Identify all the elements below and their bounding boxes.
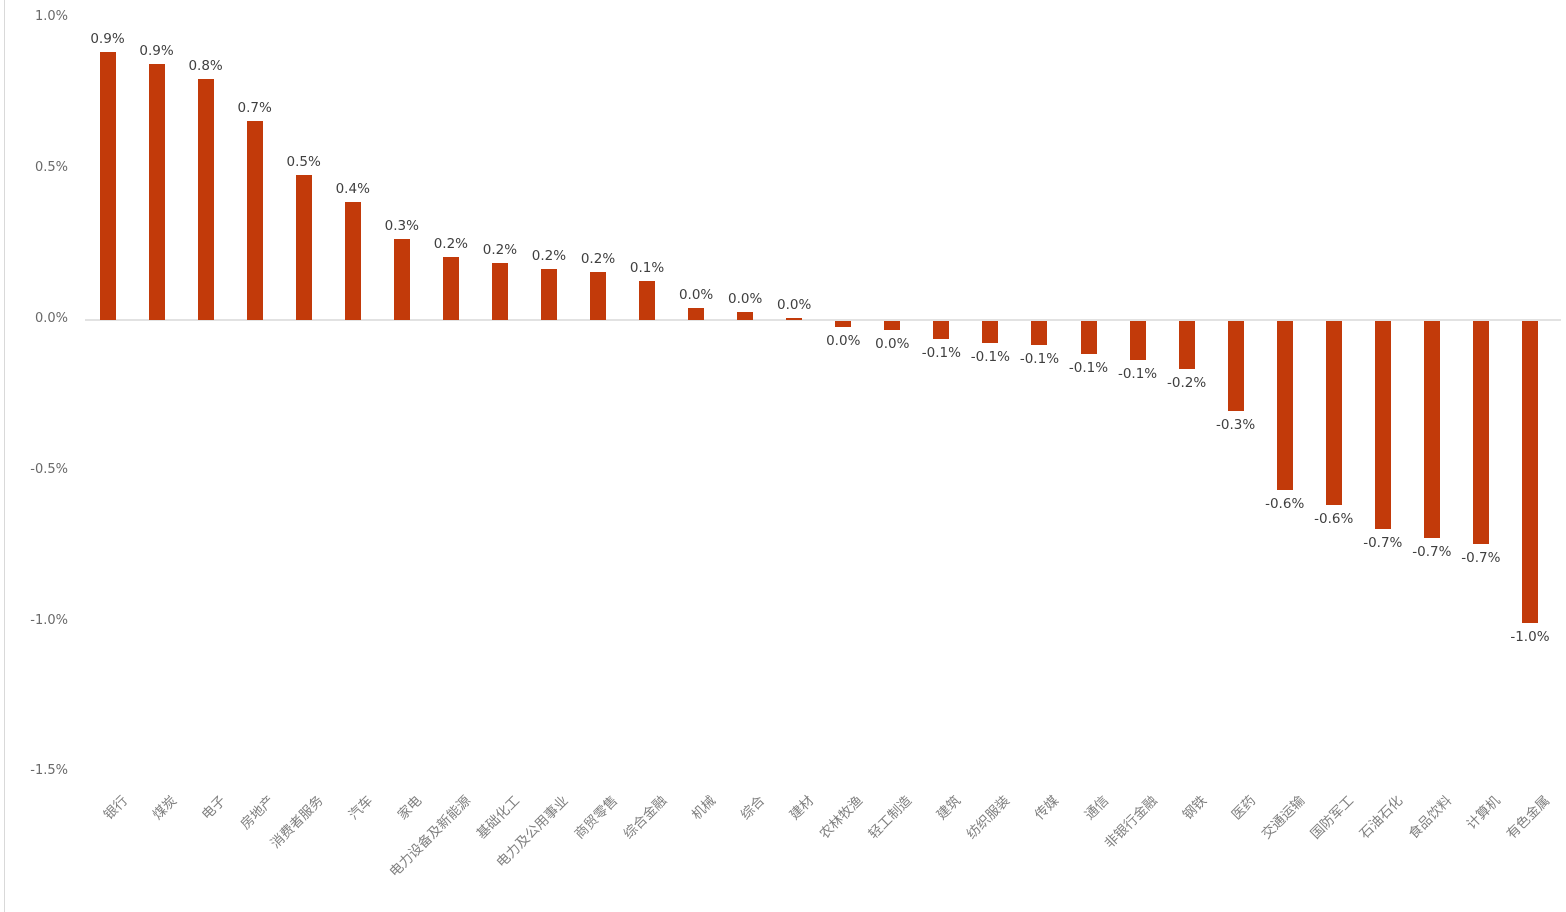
category-label: 通信 bbox=[1081, 792, 1112, 824]
bar bbox=[540, 268, 557, 320]
category-label: 有色金属 bbox=[1503, 792, 1554, 843]
bar-value-label: 0.9% bbox=[90, 30, 125, 47]
bar bbox=[982, 321, 999, 344]
bar bbox=[884, 321, 901, 331]
category-label: 农林牧渔 bbox=[816, 792, 867, 843]
bar-value-label: 0.0% bbox=[875, 336, 910, 353]
y-tick-label: 0.0% bbox=[34, 311, 68, 326]
bar bbox=[1031, 321, 1048, 346]
bar bbox=[1521, 321, 1538, 623]
bar bbox=[1423, 321, 1440, 539]
bar-value-label: -0.1% bbox=[921, 345, 961, 362]
bar bbox=[148, 63, 165, 320]
bar-value-label: -0.1% bbox=[1068, 360, 1109, 377]
bar bbox=[1227, 321, 1244, 412]
category-label: 煤炭 bbox=[149, 792, 180, 824]
bar-value-label: 0.2% bbox=[580, 250, 616, 267]
category-label: 钢铁 bbox=[1179, 792, 1210, 824]
category-label: 医药 bbox=[1228, 792, 1259, 824]
bar bbox=[442, 256, 459, 320]
category-label: 机械 bbox=[688, 792, 720, 824]
category-label: 电子 bbox=[198, 792, 229, 824]
category-label: 国防军工 bbox=[1307, 792, 1357, 843]
bar bbox=[1178, 321, 1195, 370]
bar-value-label: 0.0% bbox=[678, 286, 714, 303]
category-label: 交通运输 bbox=[1258, 792, 1308, 843]
bar-value-label: -0.6% bbox=[1314, 510, 1354, 527]
bar bbox=[786, 317, 803, 320]
category-label: 传媒 bbox=[1032, 792, 1063, 824]
category-label: 轻工制造 bbox=[865, 792, 916, 843]
bar bbox=[737, 312, 754, 320]
category-label: 纺织服装 bbox=[964, 792, 1014, 843]
bar-value-label: 0.5% bbox=[286, 154, 321, 171]
category-label: 综合 bbox=[737, 792, 769, 824]
bar-value-label: -0.1% bbox=[1019, 351, 1060, 368]
category-label: 家电 bbox=[394, 792, 425, 824]
category-label: 银行 bbox=[100, 792, 131, 824]
bar-value-label: -0.1% bbox=[970, 349, 1010, 366]
bar-value-label: 0.1% bbox=[629, 259, 665, 276]
bar bbox=[344, 202, 361, 320]
bar bbox=[1276, 321, 1293, 490]
category-label: 房地产 bbox=[237, 792, 278, 833]
zero-axis-line bbox=[85, 319, 1561, 321]
bar bbox=[1472, 321, 1489, 545]
bar-value-label: -1.0% bbox=[1510, 628, 1550, 645]
bar-value-label: 0.8% bbox=[188, 57, 223, 74]
bar-value-label: 0.0% bbox=[727, 291, 763, 308]
category-label: 消费者服务 bbox=[267, 792, 327, 852]
bar bbox=[1129, 321, 1146, 361]
y-tick-label: -1.0% bbox=[30, 612, 68, 628]
bar bbox=[1325, 321, 1342, 505]
bar-value-label: 0.9% bbox=[139, 42, 174, 59]
category-label: 建筑 bbox=[934, 792, 965, 824]
bar-value-label: 0.0% bbox=[777, 296, 812, 313]
bar-value-label: -0.3% bbox=[1216, 417, 1256, 434]
bar-value-label: -0.6% bbox=[1265, 495, 1305, 512]
y-tick-label: -1.5% bbox=[30, 763, 68, 779]
bar bbox=[295, 175, 312, 320]
bar-value-label: 0.2% bbox=[482, 241, 518, 258]
bar-value-label: 0.3% bbox=[384, 217, 419, 234]
bar-value-label: -0.2% bbox=[1167, 375, 1207, 392]
bar-value-label: 0.0% bbox=[826, 333, 861, 350]
bar bbox=[197, 78, 214, 320]
bar-value-label: -0.1% bbox=[1117, 366, 1158, 383]
category-label: 计算机 bbox=[1464, 792, 1505, 833]
category-label: 商贸零售 bbox=[571, 792, 622, 843]
bar-value-label: 0.7% bbox=[237, 99, 272, 116]
bar bbox=[393, 238, 410, 320]
y-tick-label: 0.5% bbox=[34, 160, 68, 176]
bar-value-label: 0.2% bbox=[433, 235, 468, 252]
category-label: 食品饮料 bbox=[1405, 792, 1456, 843]
bar bbox=[590, 271, 606, 320]
bar-value-label: -0.7% bbox=[1412, 544, 1452, 561]
bar bbox=[688, 307, 705, 320]
bar bbox=[99, 51, 116, 320]
bar bbox=[1080, 321, 1097, 355]
plot-left-border bbox=[4, 0, 5, 912]
bar-value-label: 0.4% bbox=[335, 181, 370, 198]
category-label: 建材 bbox=[786, 792, 818, 824]
bar bbox=[933, 321, 950, 340]
category-label: 石油石化 bbox=[1356, 792, 1406, 843]
bar bbox=[246, 120, 263, 320]
y-tick-label: -0.5% bbox=[30, 461, 68, 477]
bar bbox=[1374, 321, 1391, 530]
bar-value-label: -0.7% bbox=[1363, 535, 1403, 552]
bar-value-label: -0.7% bbox=[1461, 550, 1501, 567]
bar bbox=[491, 262, 508, 320]
category-label: 汽车 bbox=[345, 792, 376, 824]
bar bbox=[835, 321, 852, 328]
bar-value-label: 0.2% bbox=[531, 247, 567, 264]
bar bbox=[639, 280, 656, 320]
y-tick-label: 1.0% bbox=[34, 9, 68, 25]
category-label: 综合金融 bbox=[620, 792, 671, 843]
